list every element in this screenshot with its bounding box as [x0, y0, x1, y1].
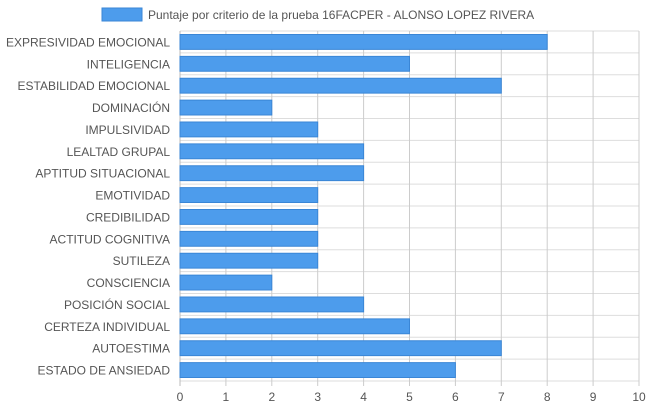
x-tick-label: 2: [268, 390, 275, 404]
category-label: CONSCIENCIA: [87, 276, 170, 290]
bar[interactable]: [179, 230, 319, 247]
bar[interactable]: [179, 187, 319, 203]
category-label: EXPRESIVIDAD EMOCIONAL: [6, 35, 170, 49]
bar[interactable]: [179, 296, 365, 313]
legend-swatch: [101, 7, 143, 22]
x-tick-label: 10: [632, 390, 646, 404]
bar[interactable]: [179, 143, 365, 160]
category-label: POSICIÓN SOCIAL: [64, 297, 170, 312]
bar[interactable]: [179, 77, 502, 94]
bar[interactable]: [179, 209, 319, 225]
bar[interactable]: [179, 165, 365, 182]
x-tick-label: 0: [177, 390, 184, 404]
x-tick-label: 8: [544, 390, 551, 404]
x-tick-label: 5: [406, 390, 413, 404]
category-label: CERTEZA INDIVIDUAL: [44, 320, 170, 334]
category-label: LEALTAD GRUPAL: [67, 145, 171, 159]
x-tick-label: 3: [314, 390, 321, 404]
legend-label: Puntaje por criterio de la prueba 16FACP…: [148, 8, 534, 22]
category-label: IMPULSIVIDAD: [85, 123, 170, 137]
x-tick-label: 9: [590, 390, 597, 404]
category-label: APTITUD SITUACIONAL: [35, 167, 170, 181]
bar[interactable]: [179, 99, 273, 116]
bar[interactable]: [179, 34, 548, 50]
category-label: EMOTIVIDAD: [95, 189, 170, 203]
category-label: ESTADO DE ANSIEDAD: [38, 364, 171, 378]
category-label: INTELIGENCIA: [87, 57, 170, 71]
bar[interactable]: [179, 55, 410, 72]
x-tick-label: 4: [360, 390, 367, 404]
bar[interactable]: [179, 362, 456, 378]
legend[interactable]: Puntaje por criterio de la prueba 16FACP…: [101, 7, 534, 22]
x-tick-label: 7: [498, 390, 505, 404]
bar[interactable]: [179, 121, 319, 138]
bar[interactable]: [179, 318, 410, 335]
bar[interactable]: [179, 274, 273, 291]
category-label: CREDIBILIDAD: [86, 210, 170, 224]
bars: [179, 34, 548, 378]
bar[interactable]: [179, 340, 502, 357]
category-label: DOMINACIÓN: [92, 100, 170, 115]
category-label: SUTILEZA: [113, 254, 170, 268]
x-tick-label: 1: [223, 390, 230, 404]
category-label: AUTOESTIMA: [92, 342, 170, 356]
x-tick-label: 6: [452, 390, 459, 404]
x-axis-tick-labels: 0 1 2 3 4 5 6 7 8 9 10: [177, 390, 646, 404]
category-label: ESTABILIDAD EMOCIONAL: [18, 79, 171, 93]
category-label: ACTITUD COGNITIVA: [50, 232, 170, 246]
category-labels: EXPRESIVIDAD EMOCIONAL INTELIGENCIA ESTABI…: [6, 35, 170, 377]
bar[interactable]: [179, 252, 319, 269]
